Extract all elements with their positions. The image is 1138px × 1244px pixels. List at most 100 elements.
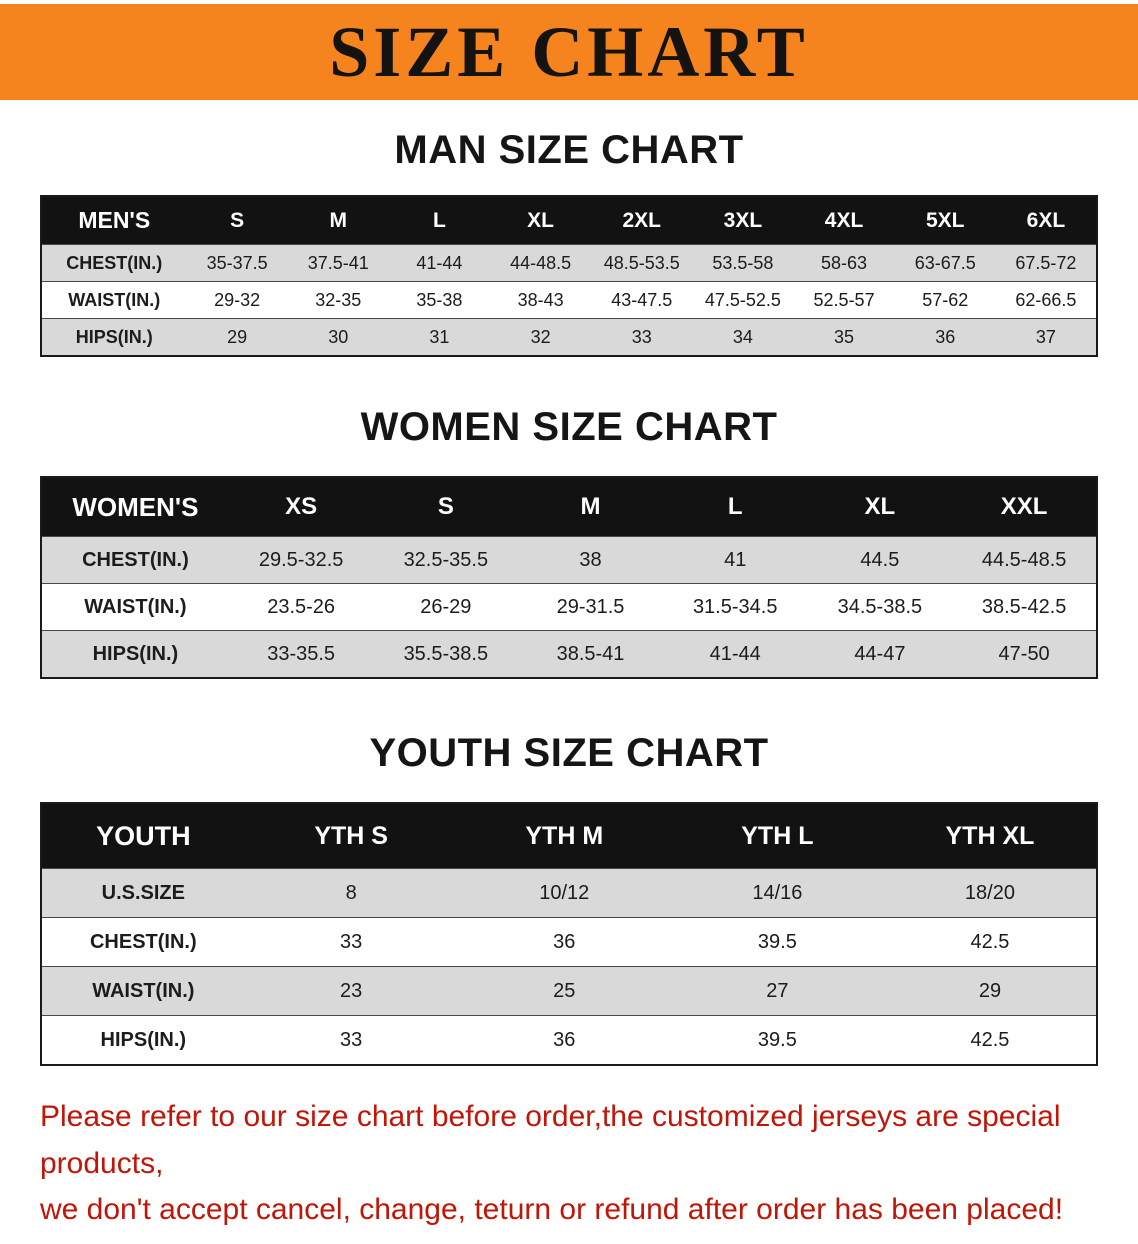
value-cell: 35.5-38.5 xyxy=(373,630,519,678)
value-cell: 33 xyxy=(244,917,458,967)
value-cell: 39.5 xyxy=(670,917,884,967)
value-cell: 42.5 xyxy=(883,917,1097,967)
value-cell: 30 xyxy=(287,318,389,356)
value-cell: 35-37.5 xyxy=(186,244,288,282)
value-cell: 41-44 xyxy=(662,630,808,678)
value-cell: 26-29 xyxy=(373,583,519,631)
value-cell: 44-48.5 xyxy=(490,244,592,282)
table-row: WAIST(IN.) 23 25 27 29 xyxy=(41,966,1097,1016)
value-cell: 32 xyxy=(490,318,592,356)
table-row: CHEST(IN.) 29.5-32.5 32.5-35.5 38 41 44.5 44.5… xyxy=(41,536,1097,584)
size-header-cell: 2XL xyxy=(591,196,693,245)
page-title: SIZE CHART xyxy=(329,11,809,92)
value-cell: 32-35 xyxy=(287,281,389,319)
value-cell: 25 xyxy=(457,966,671,1016)
value-cell: 44.5-48.5 xyxy=(952,536,1097,584)
row-label-cell: HIPS(IN.) xyxy=(41,630,229,678)
size-header-cell: YTH L xyxy=(670,803,884,869)
value-cell: 29-32 xyxy=(186,281,288,319)
value-cell: 29.5-32.5 xyxy=(228,536,374,584)
table-row: WAIST(IN.) 29-32 32-35 35-38 38-43 43-47.5 47.… xyxy=(41,281,1097,319)
value-cell: 33 xyxy=(244,1015,458,1065)
value-cell: 41 xyxy=(662,536,808,584)
size-header-cell: L xyxy=(662,477,808,537)
youth-size-table: YOUTH YTH S YTH M YTH L YTH XL U.S.SIZE 8 10/12… xyxy=(40,802,1098,1066)
value-cell: 36 xyxy=(894,318,996,356)
value-cell: 63-67.5 xyxy=(894,244,996,282)
value-cell: 52.5-57 xyxy=(793,281,895,319)
row-label-cell: WAIST(IN.) xyxy=(41,281,187,319)
table-header-row: YOUTH YTH S YTH M YTH L YTH XL xyxy=(41,803,1097,869)
value-cell: 23 xyxy=(244,966,458,1016)
size-header-cell: L xyxy=(388,196,491,245)
value-cell: 53.5-58 xyxy=(692,244,794,282)
size-header-cell: S xyxy=(373,477,519,537)
row-label-cell: CHEST(IN.) xyxy=(41,244,187,282)
value-cell: 23.5-26 xyxy=(228,583,374,631)
disclaimer: Please refer to our size chart before or… xyxy=(40,1094,1138,1234)
women-size-table: WOMEN'S XS S M L XL XXL CHEST(IN.) 29.5-32.5 32.5… xyxy=(40,476,1098,679)
table-header-row: MEN'S S M L XL 2XL 3XL 4XL 5XL 6XL xyxy=(41,196,1097,245)
table-header-row: WOMEN'S XS S M L XL XXL xyxy=(41,477,1097,537)
value-cell: 48.5-53.5 xyxy=(591,244,693,282)
value-cell: 31.5-34.5 xyxy=(662,583,808,631)
value-cell: 38.5-41 xyxy=(518,630,663,678)
table-row: HIPS(IN.) 29 30 31 32 33 34 35 36 37 xyxy=(41,318,1097,356)
table-title-cell: YOUTH xyxy=(41,803,245,869)
size-header-cell: M xyxy=(287,196,389,245)
value-cell: 14/16 xyxy=(670,868,884,918)
value-cell: 43-47.5 xyxy=(591,281,693,319)
banner: SIZE CHART xyxy=(0,4,1138,100)
table-row: CHEST(IN.) 35-37.5 37.5-41 41-44 44-48.5 48.5… xyxy=(41,244,1097,282)
value-cell: 38 xyxy=(518,536,663,584)
row-label-cell: HIPS(IN.) xyxy=(41,1015,245,1065)
value-cell: 36 xyxy=(457,1015,671,1065)
row-label-cell: U.S.SIZE xyxy=(41,868,245,918)
value-cell: 35 xyxy=(793,318,895,356)
value-cell: 31 xyxy=(388,318,491,356)
value-cell: 44-47 xyxy=(807,630,953,678)
row-label-cell: CHEST(IN.) xyxy=(41,917,245,967)
size-header-cell: YTH M xyxy=(457,803,671,869)
value-cell: 67.5-72 xyxy=(995,244,1097,282)
value-cell: 34 xyxy=(692,318,794,356)
value-cell: 62-66.5 xyxy=(995,281,1097,319)
size-header-cell: 5XL xyxy=(894,196,996,245)
table-row: U.S.SIZE 8 10/12 14/16 18/20 xyxy=(41,868,1097,918)
value-cell: 35-38 xyxy=(388,281,491,319)
size-header-cell: M xyxy=(518,477,663,537)
row-label-cell: WAIST(IN.) xyxy=(41,966,245,1016)
value-cell: 37.5-41 xyxy=(287,244,389,282)
section-youth: YOUTH SIZE CHART YOUTH YTH S YTH M YTH L YTH… xyxy=(0,731,1138,1066)
value-cell: 33 xyxy=(591,318,693,356)
value-cell: 47.5-52.5 xyxy=(692,281,794,319)
men-section-heading: MAN SIZE CHART xyxy=(394,128,744,172)
size-header-cell: 4XL xyxy=(793,196,895,245)
value-cell: 58-63 xyxy=(793,244,895,282)
value-cell: 37 xyxy=(995,318,1097,356)
value-cell: 27 xyxy=(670,966,884,1016)
row-label-cell: HIPS(IN.) xyxy=(41,318,187,356)
value-cell: 33-35.5 xyxy=(228,630,374,678)
men-size-table: MEN'S S M L XL 2XL 3XL 4XL 5XL 6XL CHEST(IN.) 35-37… xyxy=(40,195,1098,357)
table-row: HIPS(IN.) 33-35.5 35.5-38.5 38.5-41 41-44 44-… xyxy=(41,630,1097,678)
size-header-cell: YTH XL xyxy=(883,803,1097,869)
value-cell: 8 xyxy=(244,868,458,918)
value-cell: 18/20 xyxy=(883,868,1097,918)
value-cell: 39.5 xyxy=(670,1015,884,1065)
size-header-cell: YTH S xyxy=(244,803,458,869)
row-label-cell: CHEST(IN.) xyxy=(41,536,229,584)
size-header-cell: XL xyxy=(807,477,953,537)
value-cell: 34.5-38.5 xyxy=(807,583,953,631)
value-cell: 10/12 xyxy=(457,868,671,918)
value-cell: 29-31.5 xyxy=(518,583,663,631)
row-label-cell: WAIST(IN.) xyxy=(41,583,229,631)
size-header-cell: S xyxy=(186,196,288,245)
value-cell: 38.5-42.5 xyxy=(952,583,1097,631)
value-cell: 29 xyxy=(186,318,288,356)
disclaimer-line-1: Please refer to our size chart before or… xyxy=(40,1100,1061,1180)
size-header-cell: XL xyxy=(490,196,592,245)
size-header-cell: XS xyxy=(228,477,374,537)
section-women: WOMEN SIZE CHART WOMEN'S XS S M L XL XXL CHEST(… xyxy=(0,405,1138,679)
value-cell: 38-43 xyxy=(490,281,592,319)
